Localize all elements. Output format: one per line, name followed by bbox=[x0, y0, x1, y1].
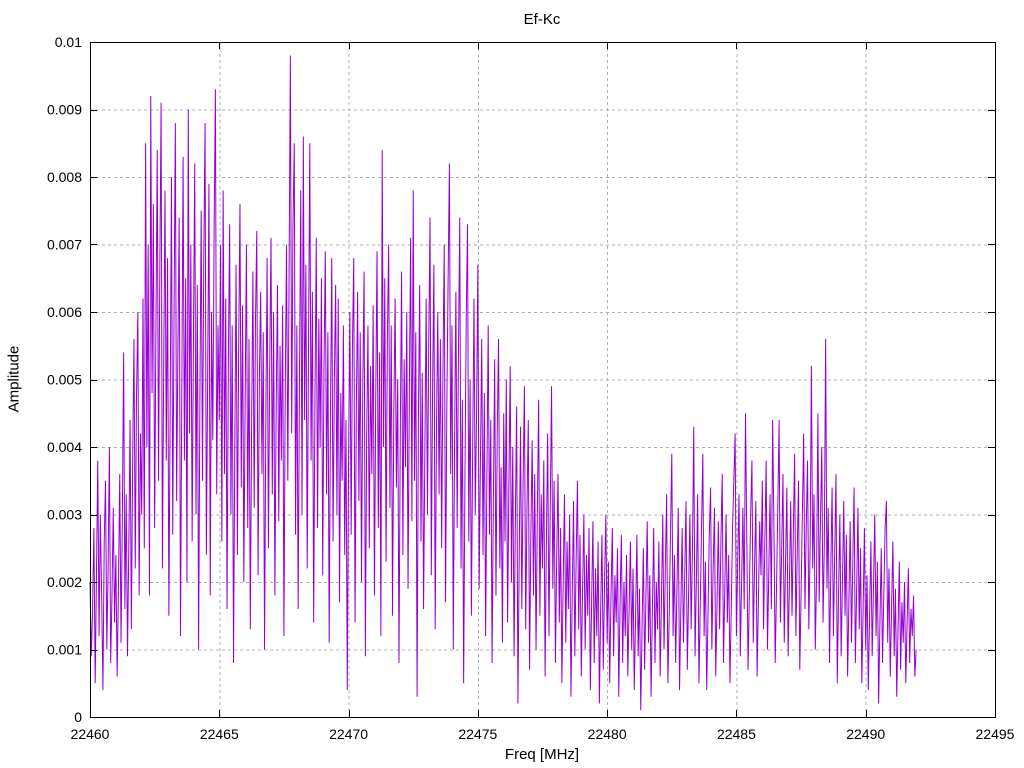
chart-title: Ef-Kc bbox=[523, 11, 561, 28]
y-tick-label: 0.009 bbox=[47, 102, 82, 118]
x-tick-label: 22470 bbox=[329, 726, 368, 742]
y-tick-label: 0.004 bbox=[47, 439, 82, 455]
x-tick-label: 22490 bbox=[846, 726, 885, 742]
y-tick-label: 0.01 bbox=[55, 34, 82, 50]
x-tick-label: 22495 bbox=[976, 726, 1015, 742]
x-tick-label: 22480 bbox=[588, 726, 627, 742]
y-tick-label: 0.001 bbox=[47, 642, 82, 658]
y-tick-label: 0 bbox=[74, 709, 82, 725]
y-tick-label: 0.002 bbox=[47, 574, 82, 590]
x-tick-label: 22475 bbox=[458, 726, 497, 742]
y-tick-label: 0.008 bbox=[47, 169, 82, 185]
x-tick-label: 22485 bbox=[717, 726, 756, 742]
y-tick-label: 0.003 bbox=[47, 507, 82, 523]
y-tick-label: 0.006 bbox=[47, 304, 82, 320]
y-tick-label: 0.005 bbox=[47, 372, 82, 388]
data-line bbox=[89, 55, 917, 711]
x-tick-label: 22465 bbox=[200, 726, 239, 742]
y-tick-label: 0.007 bbox=[47, 237, 82, 253]
x-tick-label: 22460 bbox=[71, 726, 110, 742]
x-axis-label: Freq [MHz] bbox=[504, 746, 580, 763]
